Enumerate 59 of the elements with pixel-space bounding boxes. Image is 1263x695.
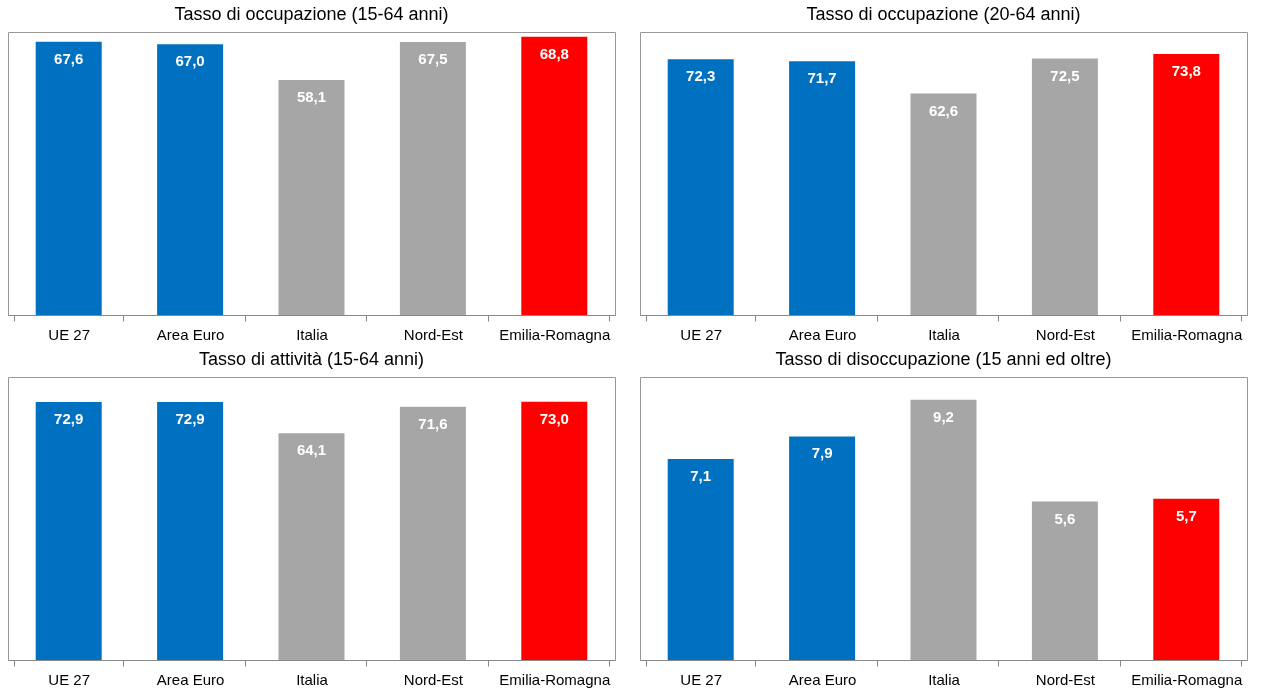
chart-title: Tasso di occupazione (15-64 anni)	[174, 4, 449, 24]
bar	[789, 436, 856, 660]
x-tick-label: Emilia-Romagna	[1131, 325, 1243, 343]
x-tick-label: Area Euro	[788, 325, 857, 343]
x-tick-label: Italia	[296, 325, 329, 343]
x-tick-label: Nord-Est	[1035, 670, 1096, 688]
chart-title: Tasso di occupazione (20-64 anni)	[806, 4, 1081, 24]
data-label: 67,5	[418, 50, 448, 68]
bar	[667, 59, 734, 315]
data-label: 73,8	[1171, 61, 1201, 79]
x-tick-label: UE 27	[48, 325, 91, 343]
data-label: 67,0	[175, 52, 205, 70]
x-tick-label: UE 27	[48, 670, 91, 688]
data-label: 5,7	[1175, 506, 1197, 524]
data-label: 72,9	[54, 410, 84, 428]
x-tick-label: Nord-Est	[1035, 325, 1096, 343]
x-tick-label: Area Euro	[156, 325, 225, 343]
data-label: 9,2	[933, 407, 954, 425]
bar	[1031, 501, 1098, 660]
chart-title: Tasso di disoccupazione (15 anni ed oltre)	[775, 349, 1112, 369]
data-label: 68,8	[539, 44, 569, 62]
x-tick-label: UE 27	[680, 325, 723, 343]
x-tick-label: Area Euro	[788, 670, 857, 688]
bar	[157, 402, 224, 660]
bar	[1153, 53, 1220, 315]
data-label: 58,1	[296, 88, 327, 106]
x-tick-label: Nord-Est	[403, 325, 464, 343]
x-tick-label: Nord-Est	[403, 670, 464, 688]
data-label: 64,1	[296, 441, 327, 459]
data-label: 5,6	[1054, 509, 1076, 527]
data-label: 71,7	[807, 69, 837, 87]
x-tick-label: Emilia-Romagna	[499, 670, 611, 688]
bar	[399, 406, 466, 660]
bar	[1031, 58, 1098, 315]
bar	[1153, 498, 1220, 660]
data-label: 67,6	[54, 49, 84, 67]
data-label: 73,0	[539, 409, 569, 427]
x-tick-label: Italia	[928, 670, 961, 688]
chart-title: Tasso di attività (15-64 anni)	[198, 349, 425, 369]
x-tick-label: UE 27	[680, 670, 723, 688]
data-label: 62,6	[928, 101, 959, 119]
bar	[910, 399, 977, 660]
data-label: 72,3	[686, 67, 716, 85]
x-tick-label: Emilia-Romagna	[499, 325, 611, 343]
bar	[789, 61, 856, 315]
data-label: 72,9	[175, 410, 205, 428]
bar	[910, 93, 977, 315]
bar	[667, 459, 734, 660]
bar	[35, 402, 102, 660]
x-tick-label: Area Euro	[156, 670, 225, 688]
bar	[278, 433, 345, 660]
bar	[521, 401, 588, 660]
x-tick-label: Italia	[928, 325, 961, 343]
data-label: 7,1	[690, 467, 712, 485]
data-label: 71,6	[418, 414, 448, 432]
data-label: 7,9	[811, 444, 833, 462]
data-label: 72,5	[1050, 66, 1080, 84]
x-tick-label: Emilia-Romagna	[1131, 670, 1243, 688]
x-tick-label: Italia	[296, 670, 329, 688]
